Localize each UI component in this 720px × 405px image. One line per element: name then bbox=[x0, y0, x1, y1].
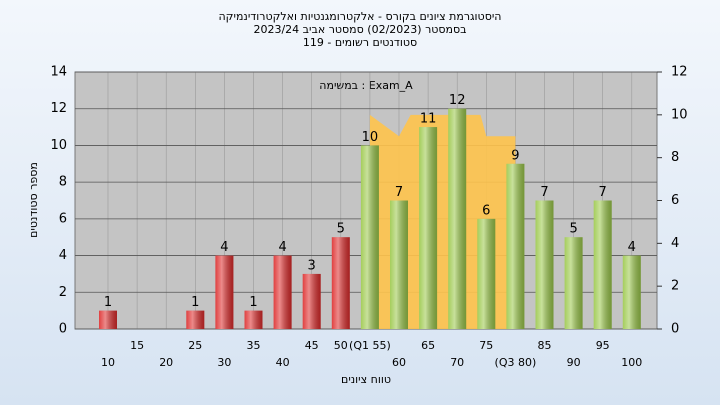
annotation: במשימה : Exam_A bbox=[319, 79, 413, 92]
data-label: 10 bbox=[362, 130, 379, 145]
bar-shade bbox=[564, 237, 583, 329]
bar-shade bbox=[273, 255, 292, 329]
x-tick-label: 35 bbox=[247, 339, 261, 352]
data-label: 4 bbox=[220, 240, 228, 255]
y-tick-label: 10 bbox=[50, 138, 67, 153]
bar-shade bbox=[622, 255, 641, 329]
data-label: 5 bbox=[569, 222, 577, 237]
bar-shade bbox=[477, 218, 496, 329]
bar-shade bbox=[331, 237, 350, 329]
bar-shade bbox=[535, 200, 554, 329]
bar-shade bbox=[390, 200, 408, 329]
y-tick-label: 2 bbox=[59, 285, 67, 300]
data-label: 6 bbox=[482, 203, 490, 218]
x-tick-label: 70 bbox=[450, 356, 464, 369]
data-label: 3 bbox=[308, 258, 316, 273]
bar-shade bbox=[186, 310, 205, 329]
chart-title: היסטוגרמת ציונים בקורס - אלקטרומגנטיות ו… bbox=[219, 10, 502, 23]
data-label: 11 bbox=[420, 112, 437, 127]
data-label: 9 bbox=[511, 148, 519, 163]
bar-shade bbox=[244, 310, 263, 329]
bar-shade bbox=[99, 310, 117, 329]
data-label: 4 bbox=[278, 240, 286, 255]
data-label: 7 bbox=[395, 185, 403, 200]
data-label: 7 bbox=[540, 185, 548, 200]
y-tick-label: 4 bbox=[59, 248, 67, 263]
y-tick-label: 6 bbox=[59, 211, 67, 226]
x-tick-label: 25 bbox=[188, 339, 202, 352]
data-label: 4 bbox=[628, 240, 636, 255]
y2-tick-label: 6 bbox=[671, 193, 679, 208]
bar-shade bbox=[593, 200, 612, 329]
x-tick-label: 65 bbox=[421, 339, 435, 352]
y2-tick-label: 4 bbox=[671, 236, 679, 251]
bar-shade bbox=[506, 163, 525, 329]
chart-subtitle: סטודנטים רשומים - 119 bbox=[303, 36, 417, 49]
x-tick-label: 30 bbox=[217, 356, 231, 369]
x-tick-label: 100 bbox=[621, 356, 642, 369]
bar-shade bbox=[302, 273, 321, 329]
y2-tick-label: 0 bbox=[671, 322, 679, 337]
x-tick-label: 15 bbox=[130, 339, 144, 352]
x-tick-label: 50 bbox=[334, 339, 348, 352]
data-label: 1 bbox=[191, 295, 199, 310]
bar-shade bbox=[419, 127, 438, 329]
y-tick-label: 0 bbox=[59, 322, 67, 337]
x-axis-label: טווח ציונים bbox=[341, 373, 391, 386]
y-tick-label: 14 bbox=[50, 65, 67, 80]
y2-tick-label: 12 bbox=[671, 65, 688, 80]
bar-shade bbox=[215, 255, 234, 329]
x-tick-label: 95 bbox=[596, 339, 610, 352]
bar-shade bbox=[360, 145, 379, 329]
x-tick-label: (Q3 80) bbox=[495, 356, 537, 369]
x-tick-label: 40 bbox=[276, 356, 290, 369]
y2-tick-label: 2 bbox=[671, 279, 679, 294]
x-tick-label: 60 bbox=[392, 356, 406, 369]
data-label: 1 bbox=[104, 295, 112, 310]
x-tick-label: 90 bbox=[567, 356, 581, 369]
x-tick-label: 20 bbox=[159, 356, 173, 369]
data-label: 1 bbox=[249, 295, 257, 310]
y2-tick-label: 10 bbox=[671, 107, 688, 122]
x-tick-label: (Q1 55) bbox=[349, 339, 391, 352]
chart-subtitle: בסמסטר (02/2023) סמסטר אביב 2023/24 bbox=[253, 23, 466, 36]
data-label: 7 bbox=[599, 185, 607, 200]
y-tick-label: 12 bbox=[50, 101, 67, 116]
x-tick-label: 45 bbox=[305, 339, 319, 352]
data-label: 5 bbox=[337, 222, 345, 237]
y-axis-label: מספר סטודנטים bbox=[27, 162, 40, 238]
data-label: 12 bbox=[449, 93, 466, 108]
x-tick-label: 10 bbox=[101, 356, 115, 369]
bar-shade bbox=[448, 108, 467, 329]
y2-tick-label: 8 bbox=[671, 150, 679, 165]
x-tick-label: 85 bbox=[538, 339, 552, 352]
y-tick-label: 8 bbox=[59, 175, 67, 190]
x-tick-label: 75 bbox=[479, 339, 493, 352]
